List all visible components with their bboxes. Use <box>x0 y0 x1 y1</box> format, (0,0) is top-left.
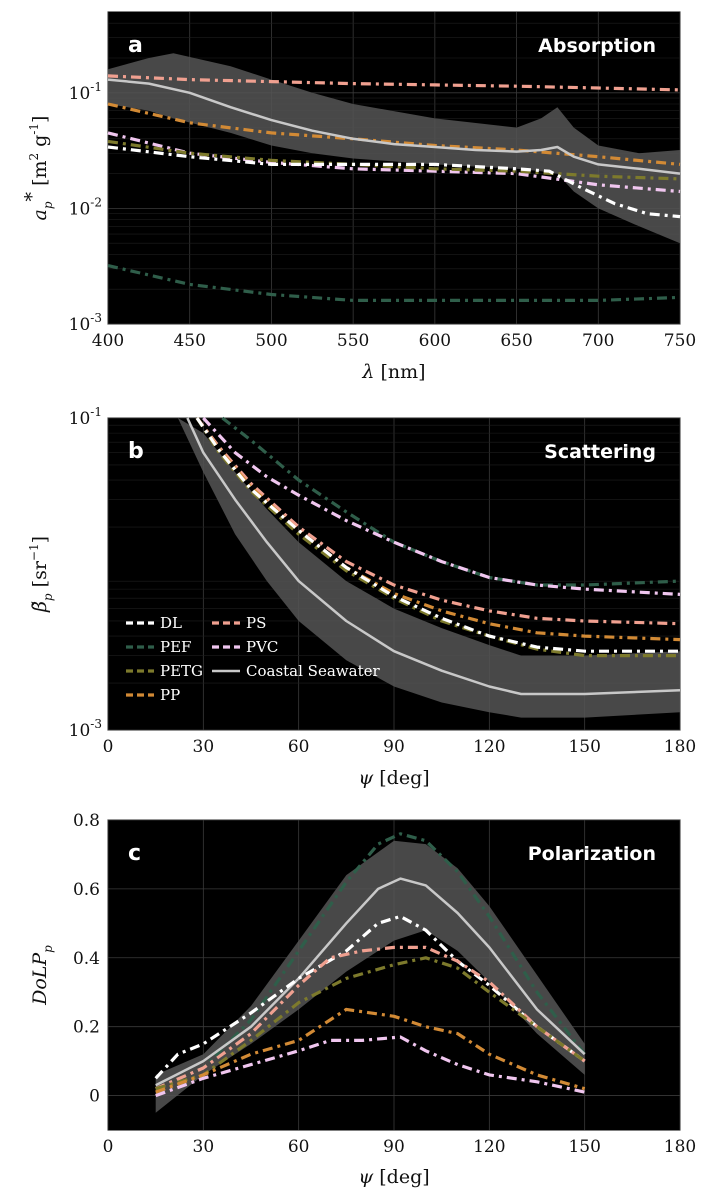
series-pvc-b <box>202 416 681 596</box>
y-tick-label: 0.4 <box>73 949 100 969</box>
x-tick-label: 150 <box>568 1137 600 1157</box>
series-pp-a <box>107 102 681 166</box>
legend-label-pvc: PVC <box>246 638 278 656</box>
x-tick-label: 60 <box>288 1137 310 1157</box>
x-tick-label: 150 <box>568 737 600 757</box>
legend: DL PEF PETG PP PS PVC Coastal Seawater <box>126 614 380 704</box>
x-tick-label: 0 <box>103 737 114 757</box>
x-tick-label: 180 <box>664 1137 696 1157</box>
series-pvc-c <box>155 1035 586 1098</box>
y-tick-label: 10-2 <box>69 195 102 219</box>
legend-label-petg: PETG <box>160 662 203 680</box>
y-tick-label: 0.8 <box>73 811 100 831</box>
series-petg-c <box>155 956 586 1091</box>
series-ps-c <box>155 945 586 1091</box>
x-tick-label: 750 <box>664 331 696 351</box>
panel-label-c: c <box>128 841 141 866</box>
x-tick-label: 90 <box>383 1137 405 1157</box>
y-tick-label: 0 <box>89 1087 100 1107</box>
panel-absorption: a Absorption 400 450 500 550 600 650 700 750 10… <box>21 11 696 383</box>
panel-title-c: Polarization <box>528 843 656 865</box>
y-ticks-b: 10-3 10-1 <box>69 405 102 741</box>
x-tick-label: 500 <box>255 331 287 351</box>
panel-title-a: Absorption <box>538 35 656 57</box>
series-coastal-seawater-b <box>186 417 681 696</box>
x-tick-label: 400 <box>92 331 124 351</box>
x-tick-label: 30 <box>193 737 215 757</box>
y-tick-label: 10-3 <box>69 311 102 335</box>
band-coastal-seawater-b <box>177 418 680 718</box>
legend-label-pp: PP <box>160 686 180 704</box>
panel-label-a: a <box>128 33 143 58</box>
y-axis-label-c: DoLPp <box>29 945 55 1006</box>
x-tick-label: 600 <box>419 331 451 351</box>
x-axis-label-b: ψ [deg] <box>358 767 429 789</box>
x-tick-label: 180 <box>664 737 696 757</box>
x-ticks-b: 0 30 60 90 120 150 180 <box>103 737 697 757</box>
x-ticks-a: 400 450 500 550 600 650 700 750 <box>92 331 696 351</box>
y-tick-label: 10-3 <box>69 717 102 741</box>
band-coastal-seawater-c <box>155 840 585 1113</box>
y-tick-label: 0.6 <box>73 880 100 900</box>
x-tick-label: 650 <box>500 331 532 351</box>
x-tick-label: 450 <box>173 331 205 351</box>
legend-label-pef: PEF <box>160 638 191 656</box>
y-tick-label: 10-1 <box>69 80 102 104</box>
panel-title-b: Scattering <box>544 441 656 463</box>
y-axis-label-b: β̃p [sr−1] <box>27 536 55 613</box>
legend-label-dl: DL <box>160 614 182 632</box>
x-tick-label: 90 <box>383 737 405 757</box>
y-ticks-a: 10-3 10-2 10-1 <box>69 80 102 335</box>
series-lines-c <box>154 832 586 1098</box>
y-tick-label: 0.2 <box>73 1018 100 1038</box>
series-coastal-seawater-a <box>107 78 681 175</box>
series-dl-b <box>195 417 680 653</box>
series-petg-a <box>107 139 681 181</box>
x-ticks-c: 0 30 60 90 120 150 180 <box>103 1137 697 1157</box>
series-lines-b <box>186 416 681 696</box>
legend-label-coastal-seawater: Coastal Seawater <box>246 662 380 680</box>
x-tick-label: 60 <box>288 737 310 757</box>
y-axis-label-a: ap* [m2 g-1] <box>21 116 55 221</box>
series-ps-a <box>107 74 681 92</box>
series-lines-a <box>107 74 681 302</box>
panel-label-b: b <box>128 439 144 464</box>
x-tick-label: 0 <box>103 1137 114 1157</box>
x-tick-label: 700 <box>582 331 614 351</box>
x-tick-label: 550 <box>337 331 369 351</box>
y-tick-label: 10-1 <box>69 405 102 429</box>
x-axis-label-a: λ [nm] <box>361 361 425 383</box>
panel-polarization: c Polarization 0 30 60 90 120 150 180 00.20.40… <box>29 811 696 1188</box>
legend-label-ps: PS <box>246 614 266 632</box>
series-pef-c <box>155 832 586 1091</box>
x-tick-label: 120 <box>473 737 505 757</box>
x-tick-label: 30 <box>193 1137 215 1157</box>
panel-scattering: b Scattering DL PEF PETG PP PS PVC Coastal Sea… <box>27 405 696 789</box>
x-tick-label: 120 <box>473 1137 505 1157</box>
series-coastal-seawater-c <box>155 877 586 1087</box>
y-ticks-c: 0 0.2 0.4 0.6 0.8 <box>73 811 100 1107</box>
band-coastal-seawater-a <box>108 53 680 244</box>
series-pp-c <box>155 1007 586 1094</box>
series-ps-b <box>195 417 681 626</box>
x-axis-label-c: ψ [deg] <box>358 1166 429 1188</box>
series-pef-a <box>107 264 681 302</box>
